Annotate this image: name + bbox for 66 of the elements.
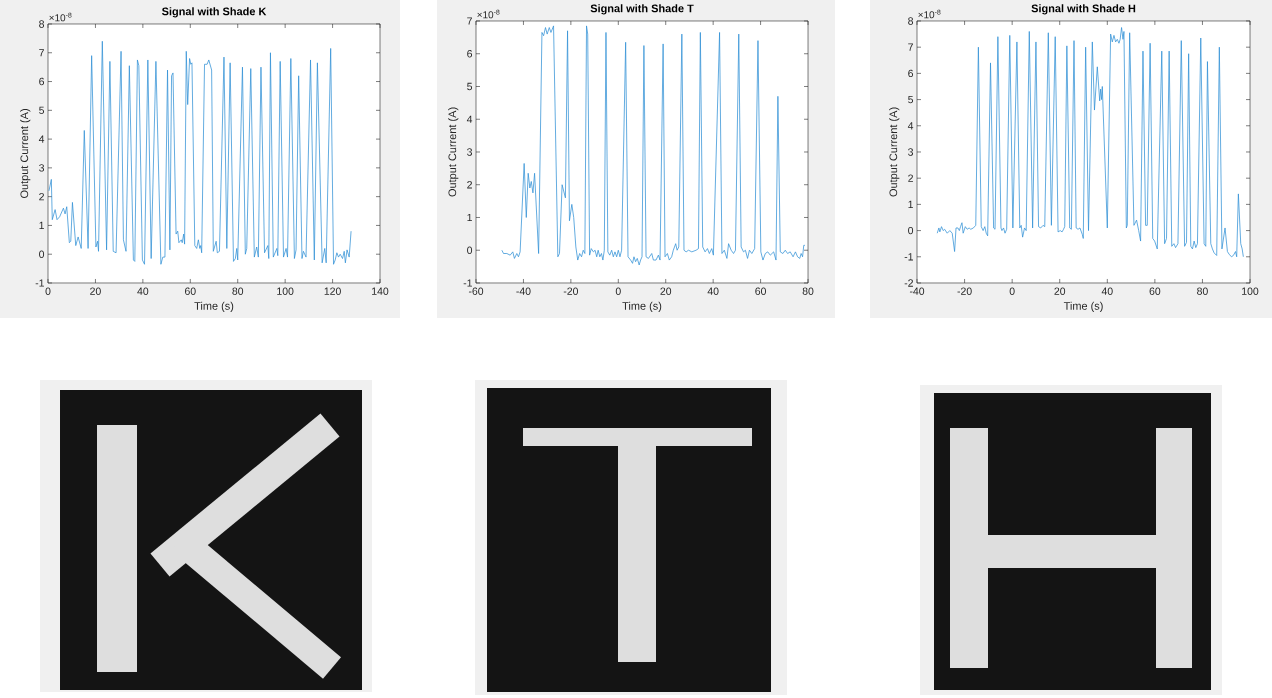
- y-tick-label: -1: [904, 253, 913, 261]
- y-tick-label: 1: [39, 221, 44, 230]
- y-tick-label: 1: [908, 200, 913, 208]
- y-tick-label: -1: [463, 279, 472, 287]
- y-tick-label: 8: [908, 17, 914, 25]
- y-tick-label: 5: [908, 95, 914, 104]
- x-tick-label: 80: [1197, 287, 1208, 295]
- x-axis-title: Time (s): [194, 301, 234, 312]
- x-tick-label: 140: [372, 287, 389, 295]
- y-tick-label: 3: [908, 148, 914, 156]
- x-tick-label: -60: [468, 287, 484, 295]
- x-tick-label: -20: [957, 287, 972, 295]
- y-tick-label: -1: [35, 279, 44, 287]
- x-tick-label: 60: [1149, 287, 1161, 295]
- x-tick-label: 20: [1054, 287, 1066, 295]
- x-tick-label: 20: [90, 287, 101, 295]
- y-tick-label: 0: [467, 246, 473, 254]
- chart-title: Signal with Shade K: [161, 7, 267, 18]
- x-tick-label: 100: [277, 287, 294, 295]
- y-tick-label: 5: [467, 82, 473, 91]
- x-tick-label: -20: [563, 287, 579, 295]
- y-tick-label: 6: [467, 50, 473, 58]
- y-tick-label: 0: [39, 250, 45, 258]
- y-tick-label: 3: [467, 148, 473, 156]
- y-tick-label: 6: [908, 69, 914, 78]
- x-tick-label: 80: [232, 287, 244, 295]
- y-tick-label: 6: [39, 77, 45, 86]
- y-tick-label: 7: [467, 17, 472, 25]
- y-tick-label: 7: [39, 49, 44, 57]
- y-tick-label: 2: [39, 193, 44, 201]
- chart-title: Signal with Shade H: [1031, 4, 1136, 15]
- x-tick-label: 40: [707, 287, 719, 295]
- x-tick-label: -40: [909, 287, 925, 295]
- y-tick-label: 2: [467, 181, 472, 189]
- y-tick-label: 3: [39, 164, 45, 172]
- x-tick-label: 20: [660, 287, 672, 295]
- text: ×10$^{-8}$: [477, 9, 500, 19]
- text: ×10$^{-8}$: [49, 12, 72, 22]
- x-tick-label: 100: [1242, 287, 1259, 295]
- y-tick-label: 4: [38, 135, 45, 143]
- x-tick-label: 120: [324, 287, 341, 295]
- x-tick-label: 40: [137, 287, 149, 295]
- y-axis-title: Output Current (A): [20, 109, 31, 199]
- x-tick-label: 60: [755, 287, 766, 295]
- y-axis-title: Output Current (A): [448, 107, 459, 197]
- text: ×10$^{-8}$: [918, 9, 941, 19]
- x-tick-label: 0: [615, 287, 621, 295]
- y-tick-label: -2: [904, 279, 913, 287]
- y-tick-label: 4: [907, 122, 914, 130]
- x-axis-title: Time (s): [622, 301, 662, 312]
- x-tick-label: 60: [185, 287, 196, 295]
- y-tick-label: 5: [39, 106, 45, 114]
- x-tick-label: 40: [1101, 287, 1113, 295]
- chart-title: Signal with Shade T: [590, 4, 694, 15]
- x-axis-title: Time (s): [1063, 301, 1103, 312]
- x-tick-label: -40: [516, 287, 531, 295]
- y-tick-label: 7: [908, 43, 913, 51]
- x-tick-label: 0: [1009, 287, 1015, 295]
- y-tick-label: 2: [908, 174, 913, 182]
- y-axis-title: Output Current (A): [889, 107, 900, 197]
- x-tick-label: 0: [45, 287, 51, 295]
- y-tick-label: 8: [39, 20, 45, 28]
- y-tick-label: 4: [466, 115, 473, 123]
- y-tick-label: 0: [908, 226, 914, 235]
- x-tick-label: 80: [802, 287, 814, 295]
- y-tick-label: 1: [467, 213, 472, 222]
